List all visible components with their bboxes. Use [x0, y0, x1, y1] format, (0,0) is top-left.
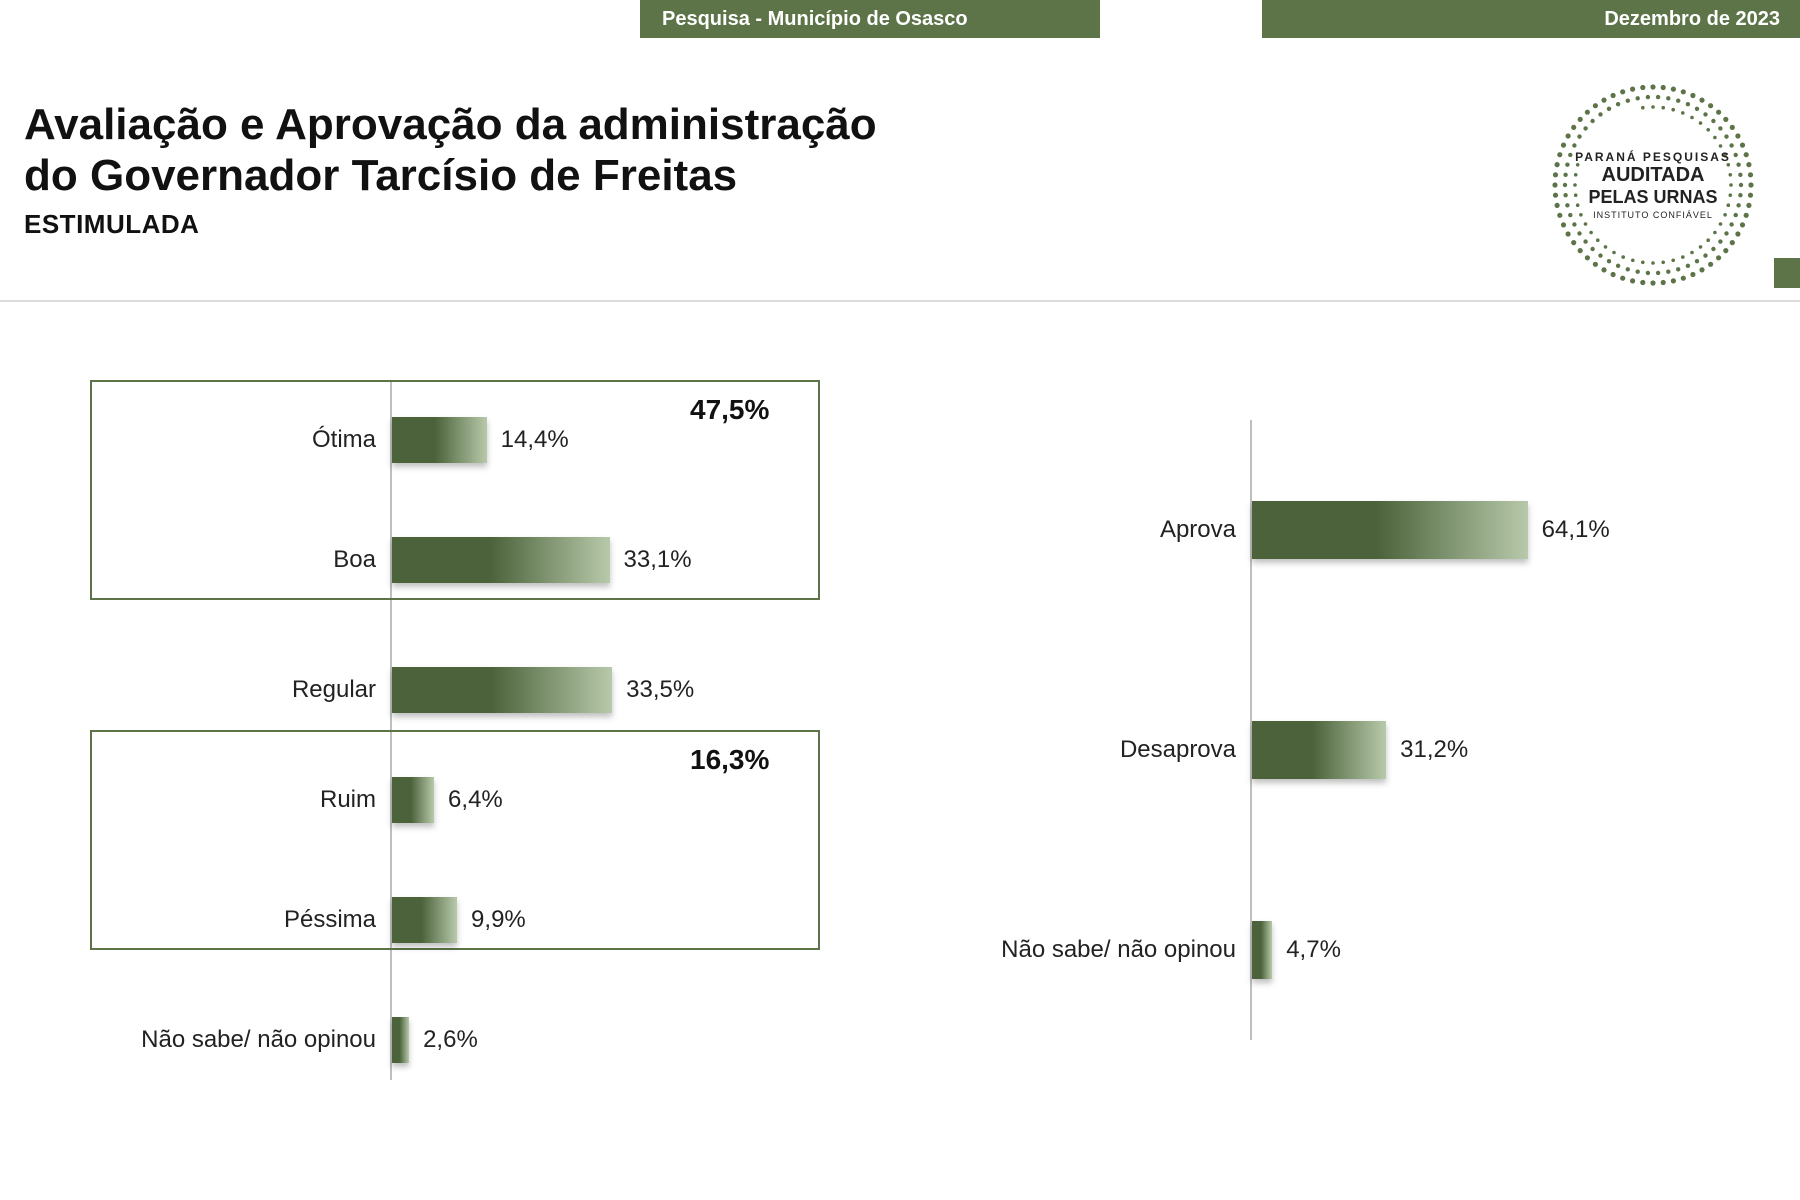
header-banner-left-text: Pesquisa - Município de Osasco	[662, 8, 968, 31]
title-block: Avaliação e Aprovação da administração d…	[24, 100, 877, 240]
evaluation-chart-row-label: Ótima	[312, 426, 376, 454]
title-subtitle: ESTIMULADA	[24, 209, 877, 240]
evaluation-chart-row-value: 33,1%	[624, 546, 692, 574]
seal-line-4: INSTITUTO CONFIÁVEL	[1563, 210, 1743, 220]
approval-chart-bar	[1252, 501, 1528, 559]
evaluation-chart-row-value: 6,4%	[448, 786, 503, 814]
header-banner-left: Pesquisa - Município de Osasco	[640, 0, 1100, 38]
seal-line-1: PARANÁ PESQUISAS	[1563, 150, 1743, 164]
approval-chart-row-value: 4,7%	[1286, 936, 1341, 964]
title-divider	[0, 300, 1800, 302]
seal-line-2: AUDITADA	[1563, 164, 1743, 187]
evaluation-chart-bar	[392, 777, 434, 823]
approval-chart-row-value: 31,2%	[1400, 736, 1468, 764]
evaluation-chart-row-value: 14,4%	[501, 426, 569, 454]
evaluation-chart-row-value: 2,6%	[423, 1026, 478, 1054]
evaluation-chart-row: Boa33,1%	[390, 530, 850, 590]
evaluation-chart-bar	[392, 897, 457, 943]
evaluation-chart: 47,5%16,3%Ótima14,4%Boa33,1%Regular33,5%…	[90, 380, 850, 1080]
seal-line-3: PELAS URNAS	[1563, 187, 1743, 208]
approval-chart-row-label: Desaprova	[1120, 736, 1236, 764]
evaluation-chart-row-label: Regular	[292, 676, 376, 704]
approval-chart-row: Aprova64,1%	[1250, 500, 1720, 560]
evaluation-chart-bar	[392, 537, 610, 583]
evaluation-chart-bar	[392, 417, 487, 463]
evaluation-chart-row: Péssima9,9%	[390, 890, 850, 950]
approval-chart-row: Não sabe/ não opinou4,7%	[1250, 920, 1720, 980]
header-banner-right: Dezembro de 2023	[1262, 0, 1800, 38]
evaluation-chart-row: Ruim6,4%	[390, 770, 850, 830]
evaluation-chart-row-value: 33,5%	[626, 676, 694, 704]
evaluation-chart-row-label: Boa	[333, 546, 376, 574]
evaluation-chart-row-value: 9,9%	[471, 906, 526, 934]
approval-chart: Aprova64,1%Desaprova31,2%Não sabe/ não o…	[960, 420, 1720, 1040]
corner-chip	[1774, 258, 1800, 288]
evaluation-chart-row-label: Péssima	[284, 906, 376, 934]
approval-chart-row-value: 64,1%	[1542, 516, 1610, 544]
approval-chart-row-label: Aprova	[1160, 516, 1236, 544]
title-line-2: do Governador Tarcísio de Freitas	[24, 151, 877, 202]
title-line-1: Avaliação e Aprovação da administração	[24, 100, 877, 151]
evaluation-chart-row: Ótima14,4%	[390, 410, 850, 470]
approval-chart-bar	[1252, 921, 1272, 979]
evaluation-chart-row: Regular33,5%	[390, 660, 850, 720]
logo-seal: PARANÁ PESQUISAS AUDITADA PELAS URNAS IN…	[1538, 70, 1768, 300]
approval-chart-row-label: Não sabe/ não opinou	[1001, 936, 1236, 964]
approval-chart-row: Desaprova31,2%	[1250, 720, 1720, 780]
evaluation-chart-row-label: Ruim	[320, 786, 376, 814]
approval-chart-bar	[1252, 721, 1386, 779]
header-banner-right-text: Dezembro de 2023	[1604, 8, 1780, 31]
evaluation-chart-row: Não sabe/ não opinou2,6%	[390, 1010, 850, 1070]
seal-text: PARANÁ PESQUISAS AUDITADA PELAS URNAS IN…	[1563, 150, 1743, 220]
evaluation-chart-bar	[392, 667, 612, 713]
evaluation-chart-row-label: Não sabe/ não opinou	[141, 1026, 376, 1054]
evaluation-chart-bar	[392, 1017, 409, 1063]
